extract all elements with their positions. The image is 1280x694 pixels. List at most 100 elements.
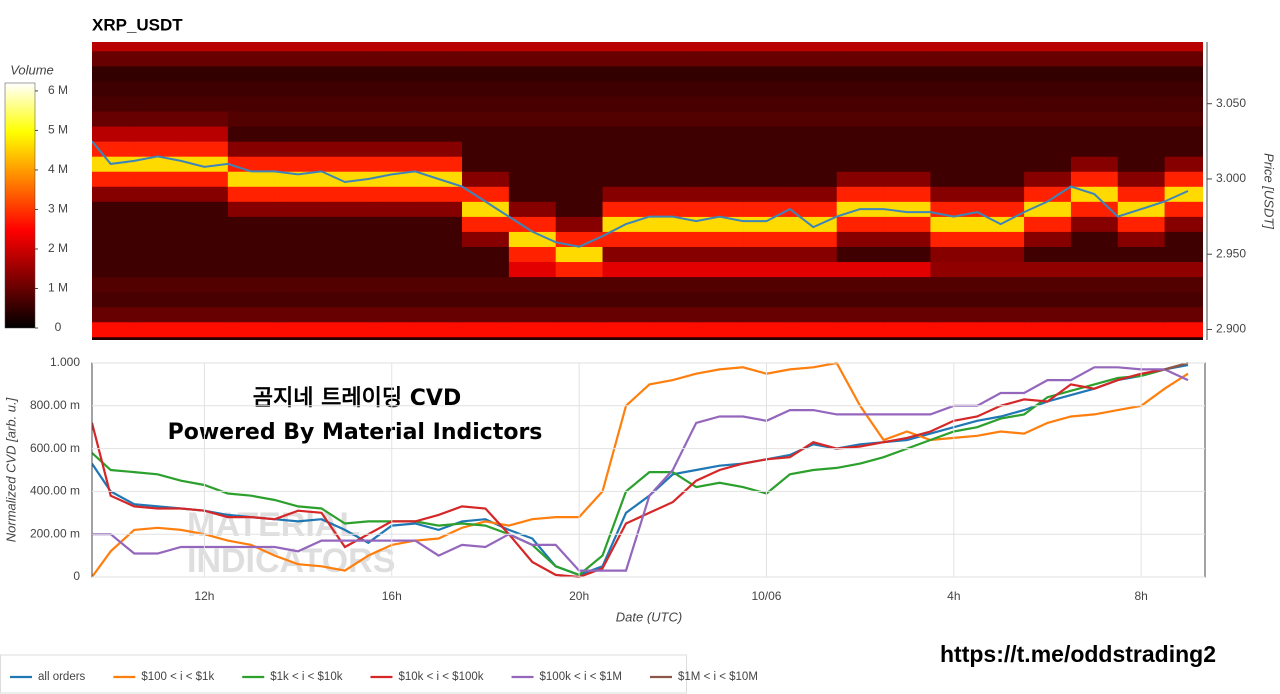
heat-cell xyxy=(977,186,1025,202)
heat-cell xyxy=(1024,246,1072,263)
heat-cell xyxy=(180,156,229,172)
heat-cell xyxy=(1024,231,1072,247)
heat-cell xyxy=(274,246,322,263)
heat-cell xyxy=(696,291,744,308)
heat-cell xyxy=(1117,291,1165,308)
y-axis-label: Normalized CVD [arb. u.] xyxy=(3,397,18,542)
heatmap xyxy=(92,42,1203,338)
heat-cell xyxy=(1164,201,1203,217)
heat-cell xyxy=(696,216,744,232)
heat-cell xyxy=(930,261,978,278)
heat-cell xyxy=(930,171,978,187)
heat-cell xyxy=(462,291,510,308)
heat-cell xyxy=(180,201,229,217)
y-tick-label: 3.000 xyxy=(1216,171,1246,185)
heat-cell xyxy=(555,201,603,217)
heat-cell xyxy=(649,291,697,308)
heat-cell xyxy=(649,201,697,217)
heat-cell xyxy=(321,51,369,67)
heat-cell xyxy=(274,276,322,293)
heat-cell xyxy=(602,186,650,202)
heat-cell xyxy=(508,51,556,67)
colorbar-title: Volume xyxy=(10,62,54,77)
heat-cell xyxy=(743,321,791,338)
y-tick-label: 400.00 m xyxy=(30,484,80,498)
heat-cell xyxy=(649,246,697,263)
heat-cell xyxy=(883,246,931,263)
heat-cell xyxy=(92,231,135,247)
heat-cell xyxy=(977,321,1025,338)
heat-cell xyxy=(743,201,791,217)
colorbar-tick-label: 3 M xyxy=(48,202,68,216)
heat-cell xyxy=(1117,51,1165,67)
heat-cell xyxy=(227,231,275,247)
heat-cell xyxy=(415,186,463,202)
heat-cell xyxy=(649,156,697,172)
heat-cell xyxy=(274,306,322,323)
y-axis-label: Price [USDT] xyxy=(1262,153,1277,229)
heat-cell xyxy=(227,141,275,157)
series-line xyxy=(92,361,1189,577)
heat-cell xyxy=(92,126,135,142)
heat-cell xyxy=(92,291,135,308)
heat-cell xyxy=(415,42,463,52)
heat-cell xyxy=(227,201,275,217)
heat-cell xyxy=(92,81,135,97)
heat-cell xyxy=(1024,171,1072,187)
heat-cell xyxy=(836,291,884,308)
heat-cell xyxy=(415,246,463,263)
heat-cell xyxy=(368,81,416,97)
heat-cell xyxy=(92,51,135,67)
heat-cell xyxy=(274,171,322,187)
heat-cell xyxy=(462,126,510,142)
y-tick-label: 2.900 xyxy=(1216,322,1246,336)
heat-cell xyxy=(836,321,884,338)
heat-cell xyxy=(180,96,229,112)
heat-cell xyxy=(508,156,556,172)
heat-cell xyxy=(930,291,978,308)
heat-cell xyxy=(1164,276,1203,293)
heat-cell xyxy=(555,156,603,172)
heat-cell xyxy=(789,126,838,142)
heat-cell xyxy=(227,171,275,187)
heat-cell xyxy=(368,201,416,217)
y-tick-label: 1.000 xyxy=(50,355,80,369)
heat-cell xyxy=(883,66,931,82)
heat-cell xyxy=(462,201,510,217)
heat-cell xyxy=(462,261,510,278)
heat-cell xyxy=(321,186,369,202)
heat-cell xyxy=(321,111,369,127)
heat-cell xyxy=(696,111,744,127)
heat-cell xyxy=(696,306,744,323)
heat-cell xyxy=(180,291,229,308)
heat-cell xyxy=(836,186,884,202)
heat-cell xyxy=(1024,42,1072,52)
heat-cell xyxy=(1117,171,1165,187)
heat-cell xyxy=(92,171,135,187)
heat-cell xyxy=(462,276,510,293)
heat-cell xyxy=(649,51,697,67)
heat-cell xyxy=(368,276,416,293)
heat-cell xyxy=(462,216,510,232)
colorbar-tick-label: 1 M xyxy=(48,281,68,295)
heat-cell xyxy=(836,261,884,278)
heat-cell xyxy=(321,291,369,308)
heat-cell xyxy=(1070,291,1119,308)
heat-cell xyxy=(321,42,369,52)
heat-cell xyxy=(227,306,275,323)
heat-cell xyxy=(1164,42,1203,52)
heat-cell xyxy=(555,81,603,97)
heat-cell xyxy=(415,321,463,338)
heat-cell xyxy=(134,81,182,97)
heat-cell xyxy=(462,306,510,323)
heat-cell xyxy=(930,42,978,52)
heat-cell xyxy=(977,171,1025,187)
heat-cell xyxy=(1164,306,1203,323)
heat-cell xyxy=(227,96,275,112)
heat-cell xyxy=(92,96,135,112)
x-tick-label: 8h xyxy=(1134,589,1147,603)
heat-cell xyxy=(930,81,978,97)
heat-cell xyxy=(696,321,744,338)
footer-link[interactable]: https://t.me/oddstrading2 xyxy=(940,641,1216,667)
heat-cell xyxy=(743,276,791,293)
